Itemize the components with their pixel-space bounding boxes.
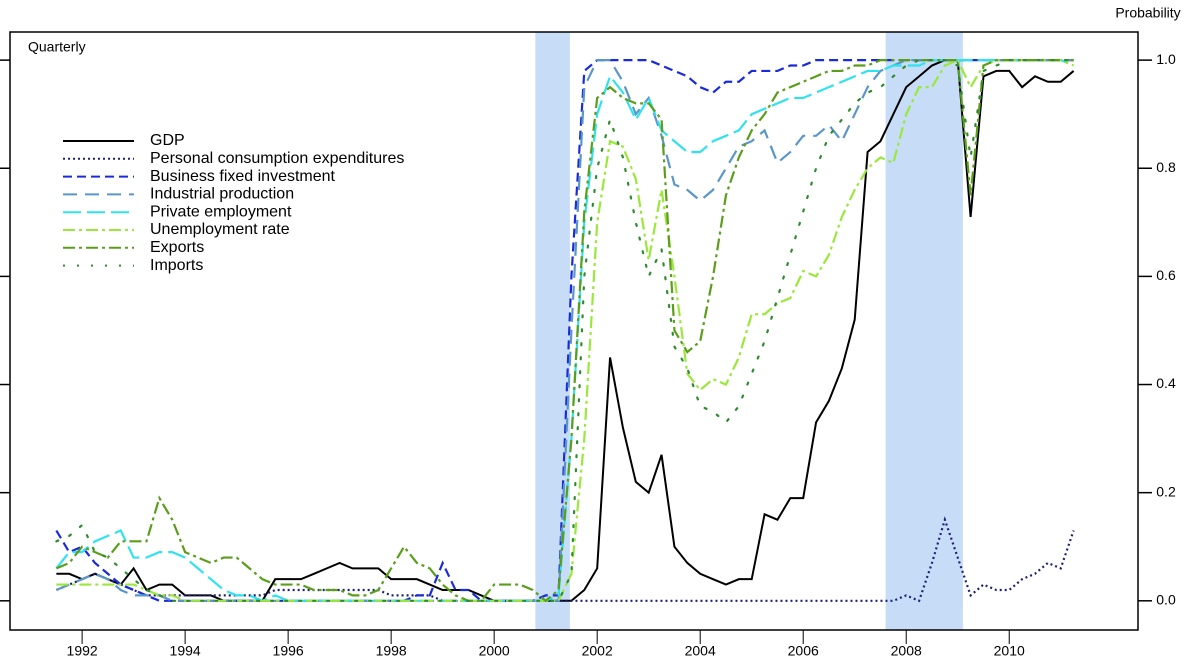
x-tick-label: 2004 bbox=[685, 643, 716, 659]
recession-band bbox=[535, 32, 570, 630]
series-line bbox=[55, 59, 1075, 602]
subtitle: Quarterly bbox=[28, 39, 86, 55]
x-tick-label: 2000 bbox=[479, 643, 510, 659]
legend-label: Unemployment rate bbox=[150, 221, 290, 238]
legend-label: Industrial production bbox=[150, 186, 294, 203]
plot-frame bbox=[9, 31, 1139, 631]
legend-label: GDP bbox=[150, 132, 185, 149]
x-tick-label: 1992 bbox=[67, 643, 98, 659]
y-tick-label: 0.8 bbox=[1156, 159, 1176, 175]
x-tick-label: 1998 bbox=[376, 643, 407, 659]
x-tick-label: 2002 bbox=[582, 643, 613, 659]
x-tick-label: 2010 bbox=[994, 643, 1025, 659]
legend-label: Imports bbox=[150, 257, 203, 274]
recession-band bbox=[885, 32, 963, 630]
legend-label: Private employment bbox=[150, 203, 292, 220]
x-tick-label: 1994 bbox=[170, 643, 201, 659]
y-axis-label: Probability bbox=[1115, 5, 1180, 21]
y-tick-label: 1.0 bbox=[1156, 51, 1176, 67]
x-tick-label: 2008 bbox=[891, 643, 922, 659]
x-tick-label: 2006 bbox=[788, 643, 819, 659]
x-tick-label: 1996 bbox=[273, 643, 304, 659]
y-tick-label: 0.6 bbox=[1156, 267, 1176, 283]
legend-label: Personal consumption expenditures bbox=[150, 150, 404, 167]
legend-label: Exports bbox=[150, 239, 204, 256]
series-line bbox=[56, 58, 1075, 602]
series-line bbox=[55, 59, 1074, 603]
y-tick-label: 0.2 bbox=[1156, 483, 1176, 499]
y-tick-label: 0.4 bbox=[1156, 375, 1176, 391]
y-tick-label: 0.0 bbox=[1156, 592, 1176, 608]
legend-label: Business fixed investment bbox=[150, 168, 336, 185]
